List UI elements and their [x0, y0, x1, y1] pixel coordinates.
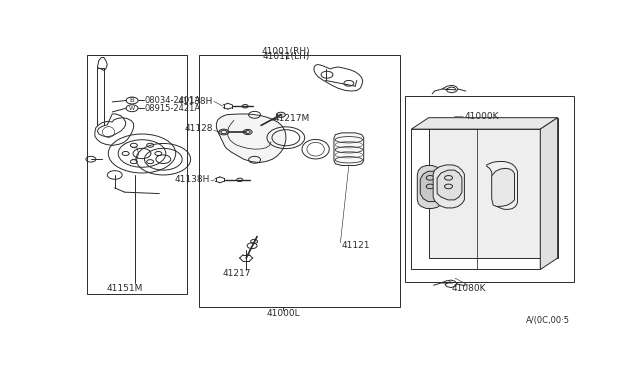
Text: 08915-2421A: 08915-2421A [145, 104, 201, 113]
Polygon shape [412, 118, 557, 129]
Polygon shape [437, 170, 462, 200]
Polygon shape [334, 133, 364, 166]
Text: 41128: 41128 [184, 124, 213, 133]
Bar [88, 55, 187, 294]
Polygon shape [486, 161, 518, 209]
Polygon shape [433, 165, 465, 208]
Text: 08034-2401A: 08034-2401A [145, 96, 201, 105]
Text: 41138H: 41138H [177, 97, 213, 106]
Bar [429, 118, 557, 258]
Text: B: B [130, 97, 134, 103]
Text: 41217: 41217 [223, 269, 251, 278]
Bar [199, 55, 400, 307]
Text: A/(0C,00·5: A/(0C,00·5 [527, 316, 570, 325]
Circle shape [276, 112, 285, 118]
Polygon shape [420, 171, 441, 202]
Bar [405, 96, 573, 282]
Text: 41001(RH): 41001(RH) [262, 47, 310, 56]
Polygon shape [540, 118, 557, 269]
Text: 41138H: 41138H [175, 175, 210, 185]
Text: W: W [129, 106, 135, 111]
Text: 41217M: 41217M [273, 114, 310, 123]
Text: 41151M: 41151M [106, 284, 143, 293]
Text: 41121: 41121 [341, 241, 370, 250]
Text: 41000K: 41000K [465, 112, 499, 121]
Polygon shape [417, 166, 443, 208]
Polygon shape [492, 169, 515, 206]
Text: 41011(LH): 41011(LH) [262, 52, 310, 61]
Text: 41080K: 41080K [451, 284, 486, 293]
Polygon shape [216, 114, 286, 163]
Bar [412, 129, 540, 269]
Text: 41000L: 41000L [266, 309, 300, 318]
